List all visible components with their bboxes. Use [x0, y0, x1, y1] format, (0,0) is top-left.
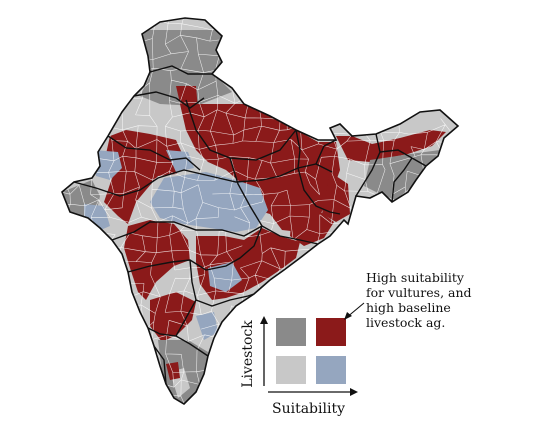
map-region-low-livestock-high-suitability [208, 262, 242, 292]
x-axis-arrowhead [350, 388, 358, 396]
annotation-text: High suitability for vultures, and high … [366, 270, 486, 330]
map-region-high-livestock-high-suitability [104, 130, 186, 224]
map-region-high-livestock-high-suitability [322, 172, 350, 222]
state-border [379, 149, 427, 167]
state-border [153, 345, 167, 385]
map-region-low-livestock-high-suitability [196, 312, 218, 340]
annotation-pointer-head [344, 312, 352, 320]
map-region-high-livestock-high-suitability [124, 220, 190, 300]
legend-cell-high-livestock-high-suitability [316, 318, 346, 346]
bivariate-legend [260, 302, 365, 396]
state-border [355, 133, 381, 197]
annotation-line-4: livestock ag. [366, 315, 446, 330]
y-axis-arrowhead [260, 316, 268, 324]
legend-cell-low-livestock-low-suitability [276, 356, 306, 384]
legend-cell-low-livestock-high-suitability [316, 356, 346, 384]
country-outline [61, 17, 460, 406]
map-region-high-livestock-high-suitability [180, 104, 340, 232]
state-border [391, 157, 413, 203]
legend-cell-high-livestock-low-suitability [276, 318, 306, 346]
region-layer [62, 30, 446, 404]
state-border [149, 65, 212, 75]
map-region-high-livestock-high-suitability [150, 292, 196, 342]
state-border [133, 91, 205, 109]
state-border [147, 327, 209, 357]
map-region-high-livestock-high-suitability [290, 210, 334, 246]
annotation-line-3: high baseline [366, 300, 451, 315]
legend-y-axis-label: Livestock [240, 320, 256, 388]
state-border [315, 139, 337, 165]
state-border [295, 129, 341, 215]
map-region-high-livestock-high-suitability [196, 228, 300, 300]
state-border [127, 225, 263, 273]
map-region-high-livestock-high-suitability [336, 130, 446, 162]
annotation-line-2: for vultures, and [366, 285, 472, 300]
state-border [107, 135, 201, 171]
map-region-high-livestock-high-suitability [166, 362, 180, 380]
state-boundaries [73, 65, 427, 385]
map-region-low-livestock-high-suitability [150, 172, 268, 232]
legend-x-axis-label: Suitability [272, 401, 345, 417]
state-border [111, 221, 263, 241]
state-border [195, 293, 255, 307]
annotation-line-1: High suitability [366, 270, 464, 285]
